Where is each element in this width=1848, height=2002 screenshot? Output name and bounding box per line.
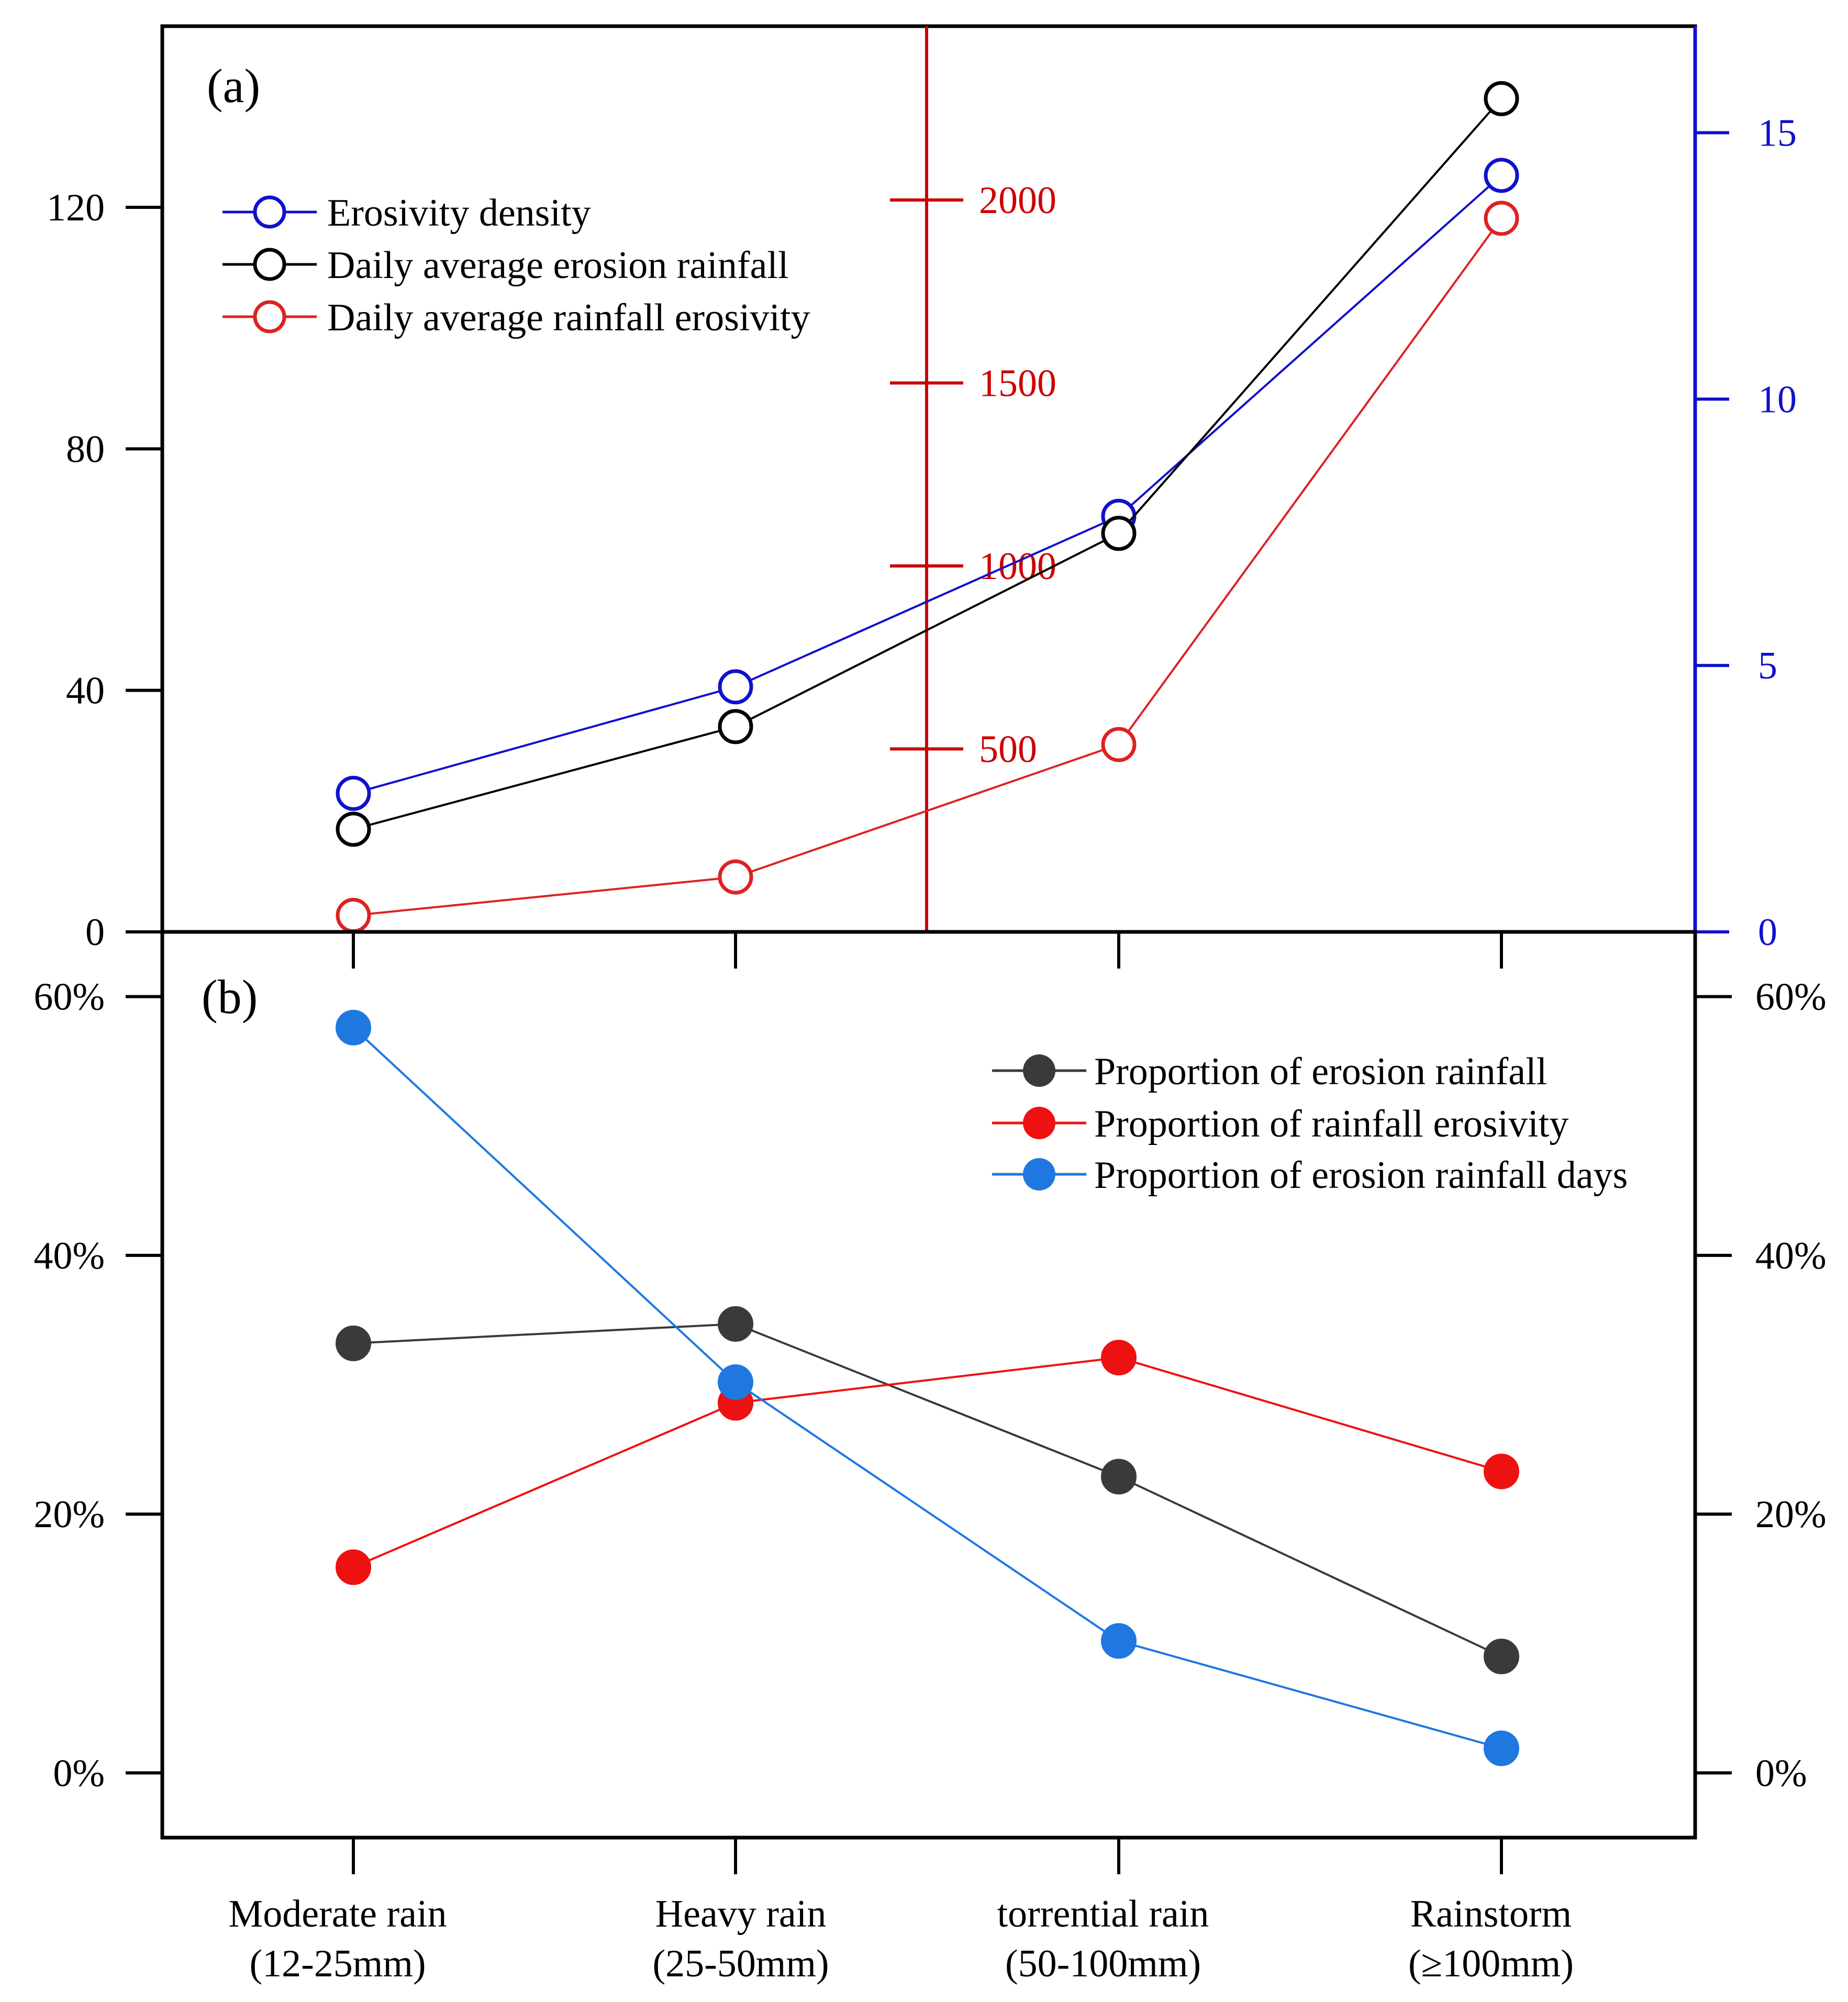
left-axis-tick-label: 40 [66,670,105,713]
data-point [1484,1453,1519,1489]
right-axis-tick-label: 5 [1758,644,1777,687]
left-axis-tick-label: 0 [85,911,105,954]
data-point [1101,1459,1137,1495]
data-point [718,709,753,744]
panel-b: 0% 20% 40% 60% 0% 20% 40% 60% (b) Proportion of e… [34,930,1827,1840]
right-axis-tick-label: 40% [1755,1234,1827,1277]
right-axis-tick-label: 10 [1758,378,1797,421]
data-point [336,775,371,811]
panel-a-label: (a) [207,59,260,113]
series-line-1 [353,1322,1502,1658]
legend-label: Daily average erosion rainfall [327,244,788,287]
data-point [718,859,753,895]
legend-label: Daily average rainfall erosivity [327,296,810,339]
data-point [1484,81,1519,116]
legend-swatch-marker [1023,1158,1055,1191]
left-axis-tick-label: 0% [53,1752,105,1795]
right-axis-tick-label: 20% [1755,1493,1827,1536]
data-point [336,898,371,933]
data-point [336,1009,371,1046]
legend-label: Proportion of rainfall erosivity [1094,1103,1568,1145]
series-line-3 [352,1027,1502,1750]
data-point [1101,1623,1137,1659]
legend-swatch-marker [253,195,286,229]
panel-a: 0 40 80 120 0 5 10 15 500 1000 1500 2000 (a) Erosivit… [47,24,1797,954]
middle-axis-tick-label: 1000 [979,545,1056,588]
data-point [718,1306,753,1342]
legend-label: Proportion of erosion rainfall [1094,1050,1547,1093]
middle-axis-tick-label: 1500 [979,362,1056,405]
data-point [1101,1340,1137,1376]
left-axis-tick-label: 80 [66,428,105,471]
data-point [1484,158,1519,193]
left-axis-tick-label: 40% [34,1234,105,1277]
series-line-3 [353,217,1502,917]
left-axis-tick-label: 120 [47,186,105,229]
data-point [1101,727,1137,762]
data-point [1484,1730,1519,1766]
data-point [1484,1639,1519,1674]
x-tick-label-line1: Rainstorm [1410,1893,1572,1936]
x-tick-label-line1: Heavy rain [655,1893,827,1936]
data-point [1484,201,1519,236]
panel-b-label: (b) [202,970,258,1024]
x-tick-label-line2: (50-100mm) [1005,1942,1201,1985]
data-point [336,1549,371,1585]
data-point [718,669,753,705]
data-point [336,1325,371,1361]
left-axis-tick-label: 20% [34,1493,105,1536]
legend-label: Proportion of erosion rainfall days [1094,1154,1628,1197]
data-point [1101,516,1137,551]
right-axis-tick-label: 0% [1755,1752,1807,1795]
panel-b-frame [160,930,1697,1840]
series-line-1 [353,174,1502,795]
legend-swatch-marker [253,248,286,281]
x-tick-label-line1: Moderate rain [228,1893,447,1936]
legend-swatch-marker [253,300,286,333]
legend-swatch-marker [1023,1107,1055,1139]
series-line-2 [353,1356,1502,1569]
right-axis-tick-label: 0 [1758,911,1777,954]
panel-a-frame [160,24,1697,934]
x-tick-label-line2: (25-50mm) [652,1942,829,1985]
x-tick-label-line2: (≥100mm) [1408,1942,1574,1985]
legend-label: Erosivity density [327,192,591,235]
right-axis-tick-label: 60% [1755,976,1827,1019]
data-point [336,811,371,847]
middle-axis-tick-label: 500 [979,728,1037,771]
x-tick-label-line1: torrential rain [997,1893,1209,1936]
data-point [718,1364,753,1400]
right-axis-tick-label: 15 [1758,112,1797,155]
x-tick-label-line2: (12-25mm) [249,1942,426,1985]
middle-axis-tick-label: 2000 [979,179,1056,222]
legend-swatch-marker [1023,1054,1055,1087]
left-axis-tick-label: 60% [34,976,105,1019]
series-line-2 [353,98,1502,830]
x-axis: Moderate rain (12-25mm) Heavy rain (25-50mm… [228,932,1574,1985]
